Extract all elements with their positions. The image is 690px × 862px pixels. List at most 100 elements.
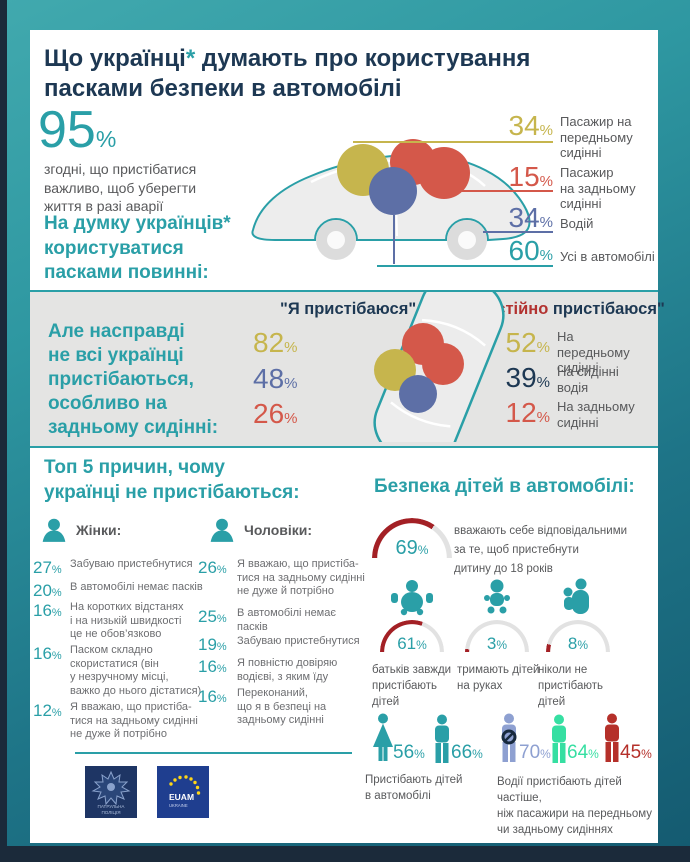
infographic-card: Що українці* думають про користування па… [30,30,665,843]
stat-unit: % [284,410,298,427]
stat-everyone-label: Усі в автомобілі [560,249,655,264]
stat-value: 60 [508,235,540,266]
gauge-hold-children-label: тримають дітей на руках [457,664,540,692]
stat-everyone: 60% [485,235,554,267]
man-figure-icon [435,714,449,763]
always-buckle-rear: 12% [500,397,551,429]
reason-women-4: 16% Паском складно скористатися (він у не… [33,644,201,698]
stat-driver-label: Водій [560,216,594,231]
reason-value: 16% [198,687,227,706]
reason-text: Переконаний, що я в безпеці на задньому … [237,687,327,726]
always-buckle-driver: 39% [500,362,551,394]
car-top-illustration [373,292,505,442]
children-heading: Безпека дітей в автомобілі: [374,476,635,497]
always-buckle-rear-label: На задньому сидінні [557,399,635,430]
men-label: Чоловіки: [244,522,313,538]
reason-text: Я вважаю, що пристіба- тися на задньому … [70,701,198,740]
reason-men-4: 16% Я повністю довіряю водієві, з яким їд… [198,657,366,684]
always-buckle-driver-label: На сидінні водія [557,364,619,395]
stat-front-passengers-buckle: 64% [567,742,599,763]
reason-value: 20% [33,581,62,600]
say-buckle-driver: 48% [253,363,305,395]
women-label: Жінки: [76,522,122,538]
reason-value: 12% [33,701,62,720]
stat-driver: 34% [485,202,554,234]
euam-logo: EUAM UKRAINE [157,766,209,818]
reason-women-1: 27% Забуваю пристебнутися [33,558,201,577]
euam-logo-text-1: EUAM [169,792,194,802]
woman-figure-icon [373,713,393,761]
reason-value: 26% [198,558,227,577]
always-buckle-front: 52% [500,327,551,359]
stat-unit: % [539,214,553,231]
adult-holding-child-icon [563,578,589,614]
gauge-value: 61% [397,634,427,652]
reason-women-3: 16% На коротких відстанях і на низькій шв… [33,601,201,642]
gauge-value: 69% [395,537,429,558]
vs-quote-2-post: пристібаюся" [548,300,665,318]
rear-window-line [390,401,451,428]
stat-unit: % [536,409,550,426]
driver-figure-icon [501,713,517,762]
connector-line-all [377,265,553,267]
title-line1: Що українці* думають про користування [44,44,629,74]
left-edge-strip [0,0,7,862]
stat-value: 48 [253,363,285,394]
stat-value: 34 [508,110,540,141]
connector-line-driver [483,231,553,233]
reason-value: 27% [33,558,62,577]
gauge-never-buckle-children: 8% [546,620,610,652]
reason-value: 16% [198,657,227,676]
opinion-heading: На думку українців* користуватися паскам… [44,213,231,283]
reason-text: Я вважаю, що пристіба- тися на задньому … [237,558,365,597]
reason-value: 19% [198,635,227,654]
reason-men-2: 25% В автомобілі немає пасків [198,607,366,634]
car-side-illustration [251,139,531,260]
stat-value: 39 [505,362,537,393]
page-title: Що українці* думають про користування па… [44,44,629,104]
stat-rear-passengers-buckle: 45% [620,742,652,763]
gauge-responsible-text: вважають себе відповідальними за те, щоб… [454,525,628,575]
gauge-value: 8% [567,634,589,652]
euam-stars-arc [169,775,201,795]
stat-95-description: згодні, що пристібатися важливо, щоб убе… [44,161,197,214]
baby-in-carseat-icon [391,580,433,616]
stat-value: 82 [253,327,285,358]
reason-women-5: 12% Я вважаю, що пристіба- тися на задньо… [33,701,201,742]
connector-line-front-passenger [353,141,553,143]
gauge-value: 3% [486,634,508,652]
patrol-police-logo: ПАТРУЛЬНА ПОЛІЦІЯ [85,766,137,818]
steering-wheel [501,729,517,745]
stat-unit: % [284,375,298,392]
drivers-vs-passengers-label: Водії пристібають дітей частіше, ніж пас… [497,776,653,836]
title-line2: пасками безпеки в автомобілі [44,75,402,102]
stat-value: 52 [505,327,537,358]
front-passenger-figure-icon [552,714,566,763]
reason-text: На коротких відстанях і на низькій швидк… [70,601,184,640]
reality-heading: Але насправді не всі українці пристібают… [48,321,219,438]
stat-95-value: 95 [38,101,96,159]
reason-men-5: 16% Переконаний, що я в безпеці на задньо… [198,687,366,728]
stat-unit: % [539,173,553,190]
seat-dot-rear-passenger-2 [418,147,470,199]
stat-front-passenger: 34% [485,110,554,142]
separator-line [75,752,352,754]
baby-icon [484,579,510,614]
reason-text: Я повністю довіряю водієві, з яким їду [237,657,338,683]
seat-dot-right [422,343,464,385]
title-asterisk: * [185,45,196,72]
reason-text: Забуваю пристебнутися [237,635,360,647]
stat-front-passenger-label: Пасажир на передньому сидінні [560,114,633,160]
stat-rear-passenger-label: Пасажир на задньому сидінні [560,165,636,211]
stat-unit: % [536,339,550,356]
gauge-never-buckle-label: ніколи не пристібають дітей [538,664,603,708]
reason-value: 16% [33,644,62,663]
woman-bust-icon [42,518,66,542]
stat-men-buckle-children: 66% [451,742,483,763]
seat-dot-driver [369,167,417,215]
stat-unit: % [539,247,553,264]
stat-value: 26 [253,398,285,429]
stat-value: 34 [508,202,540,233]
gauge-responsible-parents: 69% [372,518,452,558]
gauge-hold-children: 3% [465,620,529,652]
